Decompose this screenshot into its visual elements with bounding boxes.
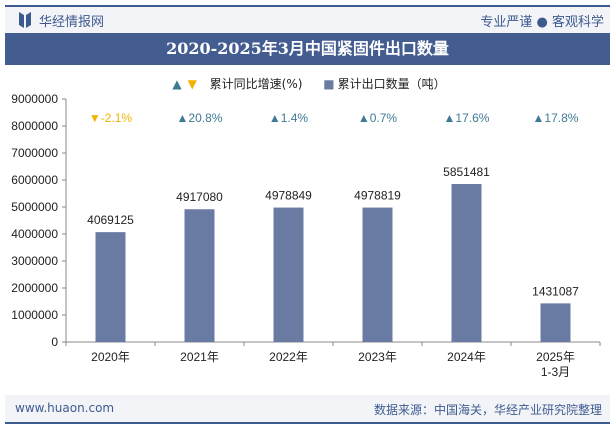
bar xyxy=(273,207,304,342)
bar xyxy=(184,209,215,342)
bottom-rule xyxy=(5,422,610,424)
legend: ▲ ▼ 累计同比增速(%) ■ 累计出口数量（吨） xyxy=(0,75,615,92)
top-rule xyxy=(5,5,610,7)
y-tick-label: 8000000 xyxy=(11,119,58,133)
y-tick-label: 4000000 xyxy=(11,227,58,241)
header: 华经情报网 专业严谨 ● 客观科学 xyxy=(5,7,610,33)
x-tick-label: 2025年 xyxy=(536,350,575,364)
bar xyxy=(95,232,126,342)
bar-value-label: 4069125 xyxy=(87,213,134,227)
logo-icon xyxy=(19,12,31,28)
brand-name: 华经情报网 xyxy=(39,15,105,30)
y-tick-label: 9000000 xyxy=(11,92,58,106)
x-tick-label: 2022年 xyxy=(269,350,308,364)
growth-label: ▲0.7% xyxy=(358,111,398,125)
legend-volume: 累计出口数量（吨） xyxy=(337,77,446,91)
growth-label: ▲20.8% xyxy=(177,111,223,125)
growth-label: ▲17.6% xyxy=(444,111,490,125)
x-tick-label: 2024年 xyxy=(447,350,486,364)
bar xyxy=(362,207,393,342)
growth-label: ▲17.8% xyxy=(533,111,579,125)
x-tick-label: 2020年 xyxy=(91,350,130,364)
growth-label: ▲1.4% xyxy=(269,111,309,125)
bar-value-label: 4917080 xyxy=(176,190,223,204)
growth-label: ▼-2.1% xyxy=(89,111,133,125)
footer: www.huaon.com 数据来源：中国海关，华经产业研究院整理 xyxy=(5,395,610,422)
legend-growth: 累计同比增速(%) xyxy=(209,77,303,91)
x-tick-label: 2021年 xyxy=(180,350,219,364)
legend-square-icon: ■ xyxy=(323,77,335,91)
bar xyxy=(451,184,482,342)
legend-triangle-icon: ▲ ▼ xyxy=(172,77,197,91)
bar-value-label: 4978849 xyxy=(265,189,312,203)
y-tick-label: 0 xyxy=(51,335,58,349)
slogan: 专业严谨 ● 客观科学 xyxy=(480,15,604,30)
y-tick-label: 6000000 xyxy=(11,173,58,187)
chart-title: 2020-2025年3月中国紧固件出口数量 xyxy=(5,33,610,65)
bar-value-label: 5851481 xyxy=(443,165,490,179)
y-tick-label: 1000000 xyxy=(11,308,58,322)
bar xyxy=(540,303,571,342)
bar-value-label: 4978819 xyxy=(354,189,401,203)
y-tick-label: 5000000 xyxy=(11,200,58,214)
bar-value-label: 1431087 xyxy=(532,284,579,298)
footer-source: 数据来源：中国海关，华经产业研究院整理 xyxy=(373,403,602,417)
y-tick-label: 2000000 xyxy=(11,281,58,295)
footer-url[interactable]: www.huaon.com xyxy=(15,401,115,415)
y-tick-label: 7000000 xyxy=(11,146,58,160)
x-tick-label: 1-3月 xyxy=(541,365,570,379)
y-tick-label: 3000000 xyxy=(11,254,58,268)
x-tick-label: 2023年 xyxy=(358,350,397,364)
